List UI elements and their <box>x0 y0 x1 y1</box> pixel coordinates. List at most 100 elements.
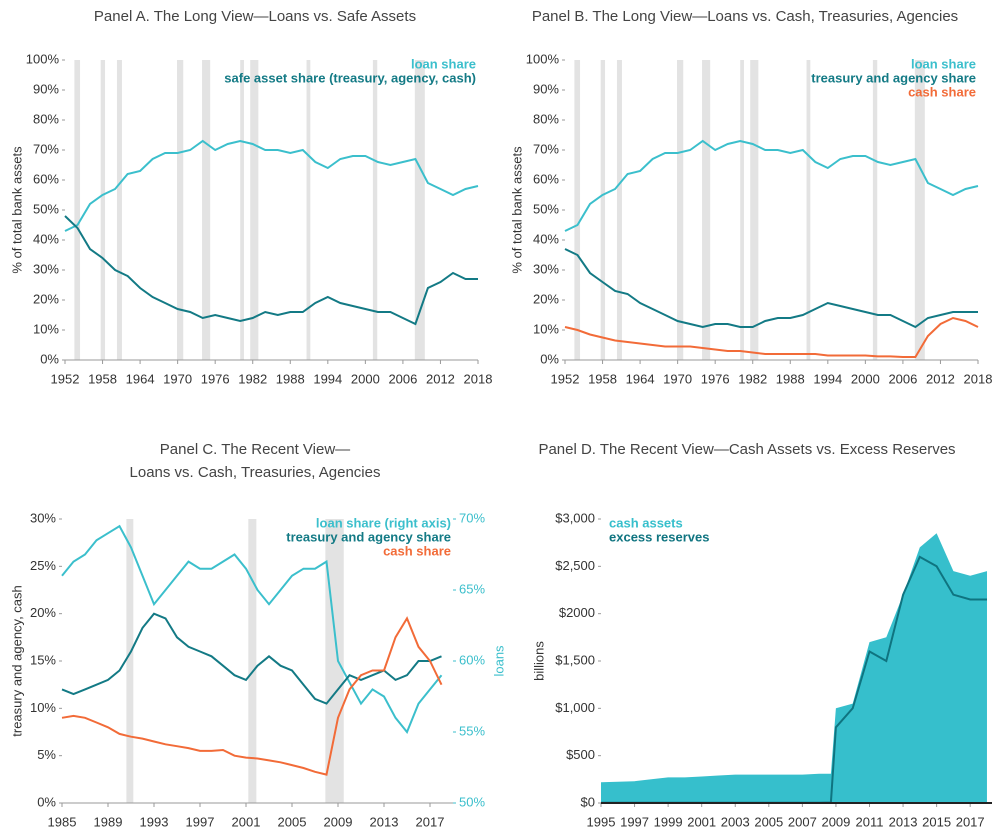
x-tick-label: 2009 <box>324 814 353 829</box>
y2-tick-label: 55% <box>459 723 485 738</box>
x-tick-label: 2001 <box>687 814 716 829</box>
y-tick-label: 70% <box>533 141 559 156</box>
x-tick-label: 1982 <box>738 371 767 386</box>
y-tick-label: 90% <box>533 81 559 96</box>
y-tick-label: 30% <box>533 261 559 276</box>
y2-tick-label: 70% <box>459 510 485 525</box>
y-axis-label: treasury and agency, cash <box>9 585 24 737</box>
y-tick-label: 20% <box>533 291 559 306</box>
legend-entry: excess reserves <box>609 529 710 544</box>
line-series <box>61 524 443 734</box>
recession-band <box>740 60 744 360</box>
recession-band <box>74 60 81 360</box>
x-tick-label: 1994 <box>813 371 842 386</box>
y-tick-label: 0% <box>37 794 56 809</box>
y-tick-label: 100% <box>26 51 60 66</box>
x-tick-label: 2018 <box>464 371 493 386</box>
x-tick-label: 1985 <box>48 814 77 829</box>
legend-entry: cash assets <box>609 515 683 530</box>
recession-band <box>806 60 811 360</box>
x-tick-label: 2017 <box>416 814 445 829</box>
legend-entry: treasury and agency share <box>811 70 976 85</box>
y-tick-label: 10% <box>33 321 59 336</box>
y-tick-label: 100% <box>526 51 560 66</box>
chart-title: Panel D. The Recent View—Cash Assets vs.… <box>538 441 955 458</box>
legend-entry: treasury and agency share <box>286 529 451 544</box>
y-tick-label: 10% <box>533 321 559 336</box>
recession-band <box>100 60 106 360</box>
x-tick-label: 1982 <box>238 371 267 386</box>
y-tick-label: 80% <box>33 111 59 126</box>
x-tick-label: 1952 <box>551 371 580 386</box>
y-tick-label: $0 <box>581 794 595 809</box>
y-tick-label: 10% <box>30 700 56 715</box>
x-tick-label: 1964 <box>126 371 155 386</box>
x-tick-label: 1995 <box>587 814 616 829</box>
x-tick-label: 2018 <box>964 371 993 386</box>
recession-band <box>616 60 622 360</box>
recession-band <box>914 60 925 360</box>
x-tick-label: 1988 <box>776 371 805 386</box>
y-axis-label: billions <box>531 641 546 681</box>
recession-band <box>325 519 344 803</box>
x-tick-label: 2013 <box>370 814 399 829</box>
x-tick-label: 1958 <box>88 371 117 386</box>
y-tick-label: 90% <box>33 81 59 96</box>
y-tick-label: 0% <box>40 351 59 366</box>
line-series <box>64 215 478 326</box>
recession-band <box>248 519 257 803</box>
y-tick-label: 50% <box>33 201 59 216</box>
x-tick-label: 2003 <box>721 814 750 829</box>
legend-entry: cash share <box>908 84 976 99</box>
y-tick-label: 60% <box>533 171 559 186</box>
x-tick-label: 2000 <box>351 371 380 386</box>
area-series <box>601 533 987 803</box>
line-series <box>64 139 479 232</box>
y-tick-label: 80% <box>533 111 559 126</box>
line-series <box>564 316 979 358</box>
x-tick-label: 2017 <box>956 814 985 829</box>
legend-entry: safe asset share (treasury, agency, cash… <box>224 70 476 85</box>
y-tick-label: 70% <box>33 141 59 156</box>
legend-entry: loan share <box>911 56 976 71</box>
x-tick-label: 1970 <box>663 371 692 386</box>
y-tick-label: 40% <box>533 231 559 246</box>
y-tick-label: 20% <box>33 291 59 306</box>
x-tick-label: 1958 <box>588 371 617 386</box>
x-tick-label: 2006 <box>888 371 917 386</box>
chart-title: Panel C. The Recent View— <box>160 441 350 458</box>
y-tick-label: 40% <box>33 231 59 246</box>
x-tick-label: 2005 <box>754 814 783 829</box>
y2-axis-label: loans <box>491 645 506 677</box>
y-tick-label: $1,500 <box>555 652 595 667</box>
recession-band <box>306 60 311 360</box>
y2-tick-label: 65% <box>459 581 485 596</box>
line-series <box>564 139 979 232</box>
legend-entry: loan share (right axis) <box>316 515 451 530</box>
x-tick-label: 1976 <box>701 371 730 386</box>
x-tick-label: 2001 <box>232 814 261 829</box>
y-tick-label: $500 <box>566 747 595 762</box>
x-tick-label: 1999 <box>654 814 683 829</box>
recession-band <box>202 60 211 360</box>
recession-band <box>677 60 684 360</box>
x-tick-label: 2000 <box>851 371 880 386</box>
recession-band <box>126 519 134 803</box>
y-tick-label: $2000 <box>559 605 595 620</box>
y-tick-label: 5% <box>37 747 56 762</box>
recession-band <box>414 60 425 360</box>
y-tick-label: $3,000 <box>555 510 595 525</box>
line-series <box>564 248 978 329</box>
y2-tick-label: 50% <box>459 794 485 809</box>
x-tick-label: 2011 <box>856 814 884 829</box>
recession-band <box>116 60 122 360</box>
recession-band <box>240 60 244 360</box>
recession-band <box>250 60 259 360</box>
x-tick-label: 2007 <box>788 814 817 829</box>
recession-band <box>372 60 378 360</box>
y-tick-label: 0% <box>540 351 559 366</box>
chart-title: Panel B. The Long View—Loans vs. Cash, T… <box>532 8 958 25</box>
recession-band <box>702 60 711 360</box>
chart-title: Panel A. The Long View—Loans vs. Safe As… <box>94 8 416 25</box>
